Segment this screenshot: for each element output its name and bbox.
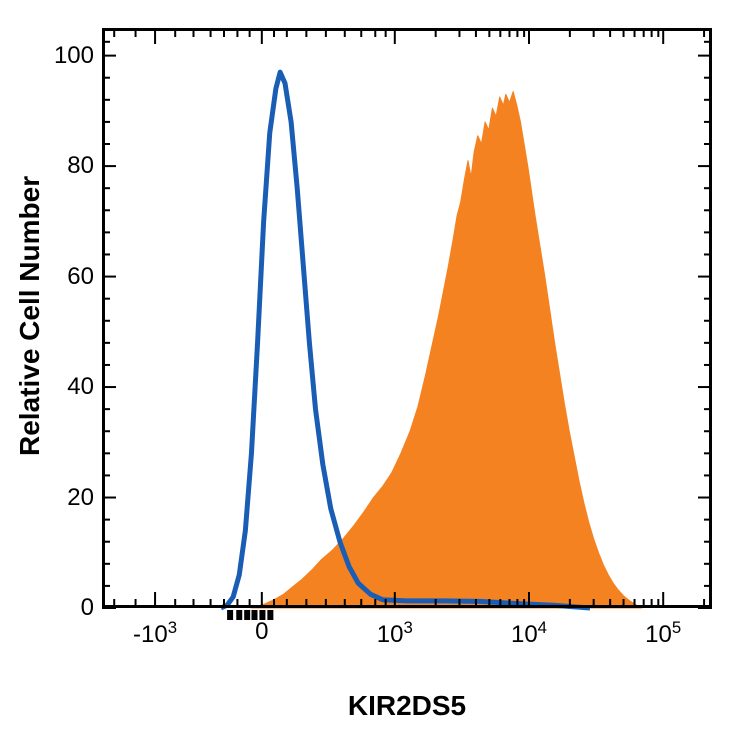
plot-border bbox=[102, 28, 712, 608]
flow-cytometry-histogram: Relative Cell Number KIR2DS5 0 20 40 60 80 10… bbox=[0, 0, 743, 745]
x-axis-label: KIR2DS5 bbox=[102, 690, 712, 722]
x-tick-label: 103 bbox=[355, 618, 435, 649]
y-axis-label: Relative Cell Number bbox=[14, 176, 46, 456]
y-tick-label: 60 bbox=[40, 263, 94, 291]
x-tick-label: 104 bbox=[489, 618, 569, 649]
x-tick-label: -103 bbox=[115, 618, 195, 649]
y-tick-label: 0 bbox=[40, 594, 94, 622]
y-tick-label: 100 bbox=[40, 42, 94, 70]
y-tick-label: 40 bbox=[40, 373, 94, 401]
y-tick-label: 80 bbox=[40, 152, 94, 180]
y-tick-label: 20 bbox=[40, 484, 94, 512]
x-tick-label: 105 bbox=[623, 618, 703, 649]
x-tick-label: 0 bbox=[222, 618, 302, 646]
